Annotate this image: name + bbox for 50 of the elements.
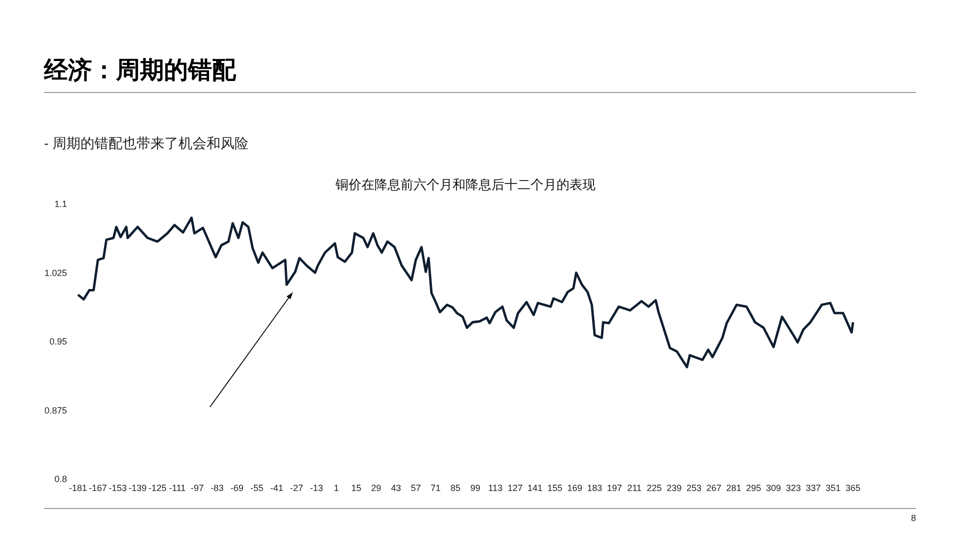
- x-tick-label: 183: [587, 483, 602, 493]
- x-tick-label: 85: [450, 483, 461, 493]
- x-tick-label: 127: [508, 483, 523, 493]
- x-tick-label: 225: [646, 483, 662, 493]
- x-tick-label: 323: [786, 483, 801, 493]
- x-tick-label: 239: [666, 483, 682, 493]
- x-tick-label: 281: [726, 483, 742, 493]
- x-tick-label: 253: [686, 483, 702, 493]
- x-tick-label: -111: [169, 483, 186, 493]
- line-series: [76, 216, 854, 368]
- x-tick-label: 71: [430, 483, 441, 493]
- x-tick-label: -13: [310, 483, 323, 493]
- x-tick-label: 309: [766, 483, 782, 493]
- x-tick-label: 295: [746, 483, 762, 493]
- x-tick-label: -41: [270, 483, 284, 493]
- x-tick-label: -27: [290, 483, 304, 493]
- chart-title: 铜价在降息前六个月和降息后十二个月的表现: [334, 177, 596, 192]
- x-tick-label: 29: [371, 483, 382, 493]
- x-tick-label: 113: [488, 483, 502, 493]
- y-tick-label: 0.95: [49, 336, 67, 346]
- text: 经济：周期的错配: [43, 57, 237, 84]
- x-tick-label: 1: [334, 483, 339, 493]
- y-tick-label: 1.025: [44, 268, 67, 278]
- x-tick-label: 337: [806, 483, 821, 493]
- x-tick-label: -153: [108, 483, 127, 493]
- text: 8: [910, 513, 916, 523]
- x-tick-label: 57: [410, 483, 421, 493]
- x-tick-label: -83: [210, 483, 224, 493]
- x-tick-label: -167: [88, 483, 107, 493]
- x-tick-label: 267: [706, 483, 722, 493]
- x-tick-label: 15: [351, 483, 362, 493]
- y-tick-label: 1.1: [54, 199, 67, 209]
- x-tick-label: 43: [390, 483, 401, 493]
- x-tick-label: -97: [190, 483, 204, 493]
- y-tick-label: 0.8: [54, 474, 67, 484]
- x-tick-label: 211: [627, 483, 642, 493]
- x-tick-label: -139: [128, 483, 147, 493]
- x-tick-label: 197: [607, 483, 622, 493]
- x-tick-label: 99: [470, 483, 480, 493]
- x-tick-label: -69: [230, 483, 244, 493]
- x-tick-label: -181: [68, 483, 88, 493]
- y-tick-label: 0.875: [44, 405, 67, 416]
- x-tick-label: -55: [250, 483, 264, 493]
- x-tick-label: 365: [845, 483, 861, 493]
- x-tick-label: 141: [528, 483, 543, 493]
- x-tick-label: 155: [547, 483, 562, 493]
- x-tick-label: 351: [826, 483, 841, 493]
- x-tick-label: 169: [567, 483, 582, 493]
- x-tick-label: -125: [148, 483, 166, 493]
- text: - 周期的错配也带来了机会和风险: [44, 135, 249, 151]
